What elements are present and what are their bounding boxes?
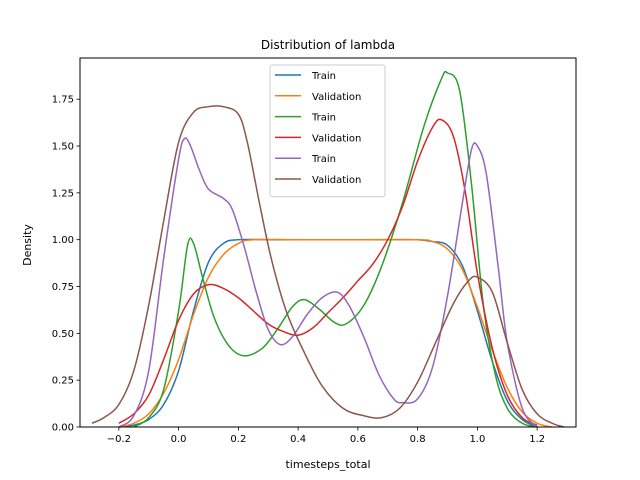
y-axis-label: Density [21,224,34,266]
series-line-3 [133,70,538,428]
y-tick-label: 1.50 [52,142,74,153]
y-tick-label: 1.25 [52,188,74,199]
y-tick-label: 1.75 [52,95,74,106]
x-tick-label: 0.0 [171,434,187,445]
x-tick-label: 1.2 [529,434,545,445]
x-tick-label: 1.0 [469,434,485,445]
legend-label: Train [311,71,336,82]
legend-label: Train [311,154,336,165]
y-tick-label: 0.50 [52,329,74,340]
legend-label: Validation [312,175,361,186]
x-tick-label: 0.6 [350,434,366,445]
x-axis-label: timesteps_total [285,458,370,471]
legend-label: Train [311,113,336,124]
legend-label: Validation [312,92,361,103]
series-line-1 [118,238,538,428]
series-line-4 [118,118,538,426]
y-tick-label: 0.25 [52,376,74,387]
series-line-5 [118,137,538,428]
axes: −0.2 0.0 0.2 0.4 0.6 0.8 1.0 1.2 0.00 0.25 0.50 0.7… [52,95,545,445]
x-tick-label: 0.2 [230,434,246,445]
series-line-2 [118,238,553,428]
x-tick-label: −0.2 [107,434,131,445]
y-tick-label: 0.00 [52,423,74,434]
legend-label: Validation [312,133,361,144]
x-tick-label: 0.4 [290,434,306,445]
y-tick-label: 1.00 [52,235,74,246]
y-tick-label: 0.75 [52,282,74,293]
chart-title: Distribution of lambda [261,38,395,52]
legend-box [269,64,386,198]
plot-frame [79,57,577,428]
series-line-6 [91,105,565,428]
x-tick-label: 0.8 [410,434,426,445]
series-layer [91,70,565,428]
legend: Train Validation Train Validation Train Valid… [269,64,386,198]
